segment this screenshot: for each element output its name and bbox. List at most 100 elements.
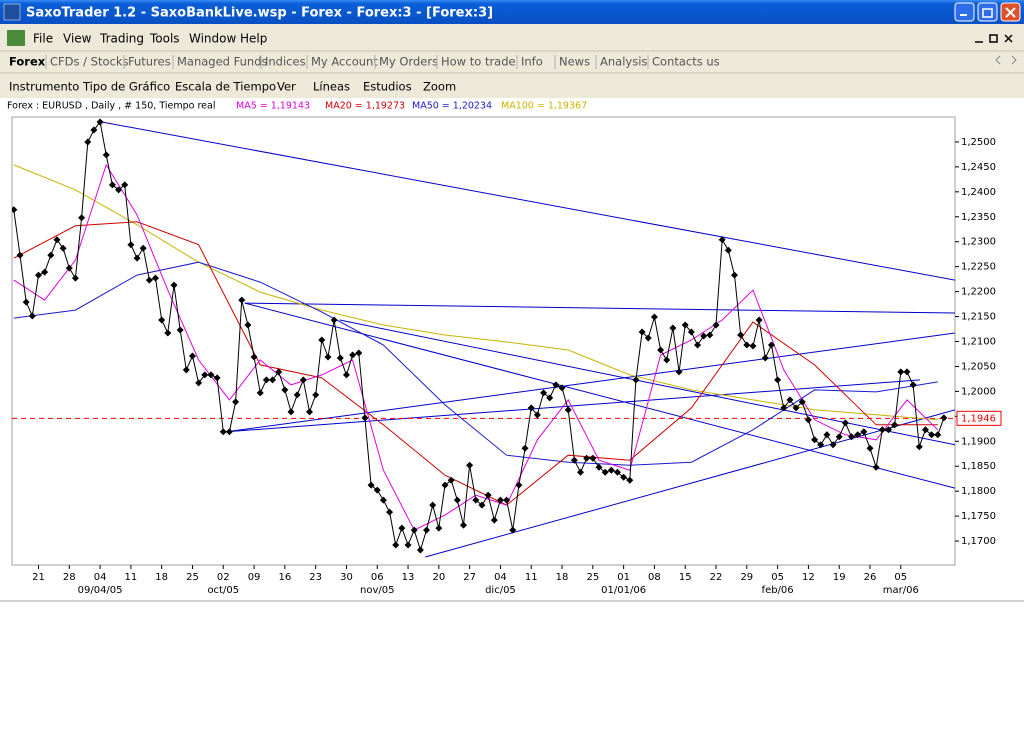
tab[interactable]: Managed Funds	[177, 55, 268, 69]
trendline	[244, 302, 955, 314]
x-tick-label: 19	[833, 572, 846, 583]
legend-entry: MA100 = 1,19367	[501, 101, 587, 112]
legend-entry: MA5 = 1,19143	[236, 101, 310, 112]
chart-menu-item[interactable]: Líneas	[313, 80, 350, 94]
price-marker	[589, 454, 597, 462]
price-marker	[12, 206, 18, 214]
menu-item[interactable]: View	[63, 32, 92, 46]
price-marker	[299, 376, 307, 384]
trendline	[226, 379, 920, 433]
chart-menu-item[interactable]: Instrumento	[9, 80, 79, 94]
x-tick-label: 18	[155, 572, 168, 583]
price-marker	[669, 324, 677, 332]
price-marker	[53, 236, 61, 244]
y-tick-label: 1,2250	[961, 262, 996, 273]
price-marker	[145, 276, 153, 284]
price-marker	[238, 296, 246, 304]
price-marker	[860, 428, 868, 436]
price-marker	[811, 436, 819, 444]
price-marker	[552, 381, 560, 389]
tab[interactable]: News	[559, 55, 590, 69]
y-tick-label: 1,1900	[961, 436, 996, 447]
price-marker	[515, 481, 523, 489]
price-marker	[78, 214, 86, 222]
menu-item[interactable]: Trading	[99, 32, 144, 46]
price-marker	[336, 354, 344, 362]
price-marker	[503, 496, 511, 504]
price-marker	[59, 244, 67, 252]
price-marker	[638, 328, 646, 336]
tab[interactable]: Contacts us	[652, 55, 720, 69]
tab[interactable]: CFDs / Stocks	[50, 55, 129, 69]
price-marker	[293, 391, 301, 399]
chart-menu-item[interactable]: Zoom	[423, 80, 456, 94]
price-marker	[921, 426, 929, 434]
price-marker	[108, 181, 116, 189]
price-marker	[355, 349, 363, 357]
price-marker	[453, 496, 461, 504]
x-tick-label: 18	[556, 572, 569, 583]
price-marker	[447, 476, 455, 484]
price-marker	[324, 353, 332, 361]
price-marker	[607, 466, 615, 474]
x-tick-label: 08	[648, 572, 661, 583]
price-marker	[884, 426, 892, 434]
x-tick-label: 05	[894, 572, 907, 583]
menu-item[interactable]: File	[33, 32, 53, 46]
chart-menu-item[interactable]: Tipo de Gráfico	[82, 80, 170, 94]
price-marker	[712, 321, 720, 329]
price-marker	[632, 376, 640, 384]
menu-item[interactable]: Help	[240, 32, 267, 46]
price-marker	[835, 433, 843, 441]
price-marker	[718, 236, 726, 244]
price-marker	[472, 496, 480, 504]
price-marker	[749, 342, 757, 350]
tab[interactable]: Analysis	[600, 55, 647, 69]
tab[interactable]: Forex	[9, 55, 46, 69]
price-marker	[878, 426, 886, 434]
price-marker	[798, 398, 806, 406]
price-marker	[558, 384, 566, 392]
price-marker	[34, 271, 42, 279]
price-marker	[84, 138, 92, 146]
menu-item[interactable]: Tools	[149, 32, 180, 46]
price-marker	[583, 454, 591, 462]
x-tick-label: 09	[248, 572, 261, 583]
y-tick-label: 1,2050	[961, 361, 996, 372]
last-price-box	[956, 410, 1002, 426]
price-marker	[269, 376, 277, 384]
mdi-buttons[interactable]	[975, 34, 1013, 43]
chart-menu-item[interactable]: Escala de Tiempo	[175, 80, 276, 94]
price-marker	[71, 274, 79, 282]
price-marker	[466, 461, 474, 469]
chart-menu-item[interactable]: Ver	[277, 80, 296, 94]
menu-item[interactable]: Window	[189, 32, 237, 46]
tab[interactable]: Info	[521, 55, 543, 69]
tab[interactable]: Futures	[128, 55, 171, 69]
price-marker	[244, 321, 252, 329]
price-marker	[435, 524, 443, 532]
price-marker	[410, 526, 418, 534]
chart-menu-item[interactable]: Estudios	[363, 80, 412, 94]
price-marker	[312, 391, 320, 399]
price-marker	[386, 508, 394, 516]
tab[interactable]: Indices	[265, 55, 306, 69]
minimize-button[interactable]	[954, 2, 975, 22]
price-marker	[133, 254, 141, 262]
tab[interactable]: My Orders	[379, 55, 438, 69]
price-marker	[792, 404, 800, 412]
month-label: 01/01/06	[601, 585, 646, 596]
y-tick-label: 1,2300	[961, 237, 996, 248]
tab[interactable]: My Account	[311, 55, 378, 69]
price-marker	[28, 312, 36, 320]
close-glyph	[1005, 7, 1016, 18]
trendline	[101, 121, 955, 281]
axes: 1,17001,17501,18001,18501,19001,19501,20…	[32, 137, 1002, 596]
price-marker	[940, 414, 948, 422]
restore-button[interactable]	[977, 2, 998, 22]
tab[interactable]: How to trade	[441, 55, 516, 69]
price-marker	[848, 433, 856, 441]
tab-scroll[interactable]	[995, 55, 1017, 65]
price-marker	[496, 496, 504, 504]
